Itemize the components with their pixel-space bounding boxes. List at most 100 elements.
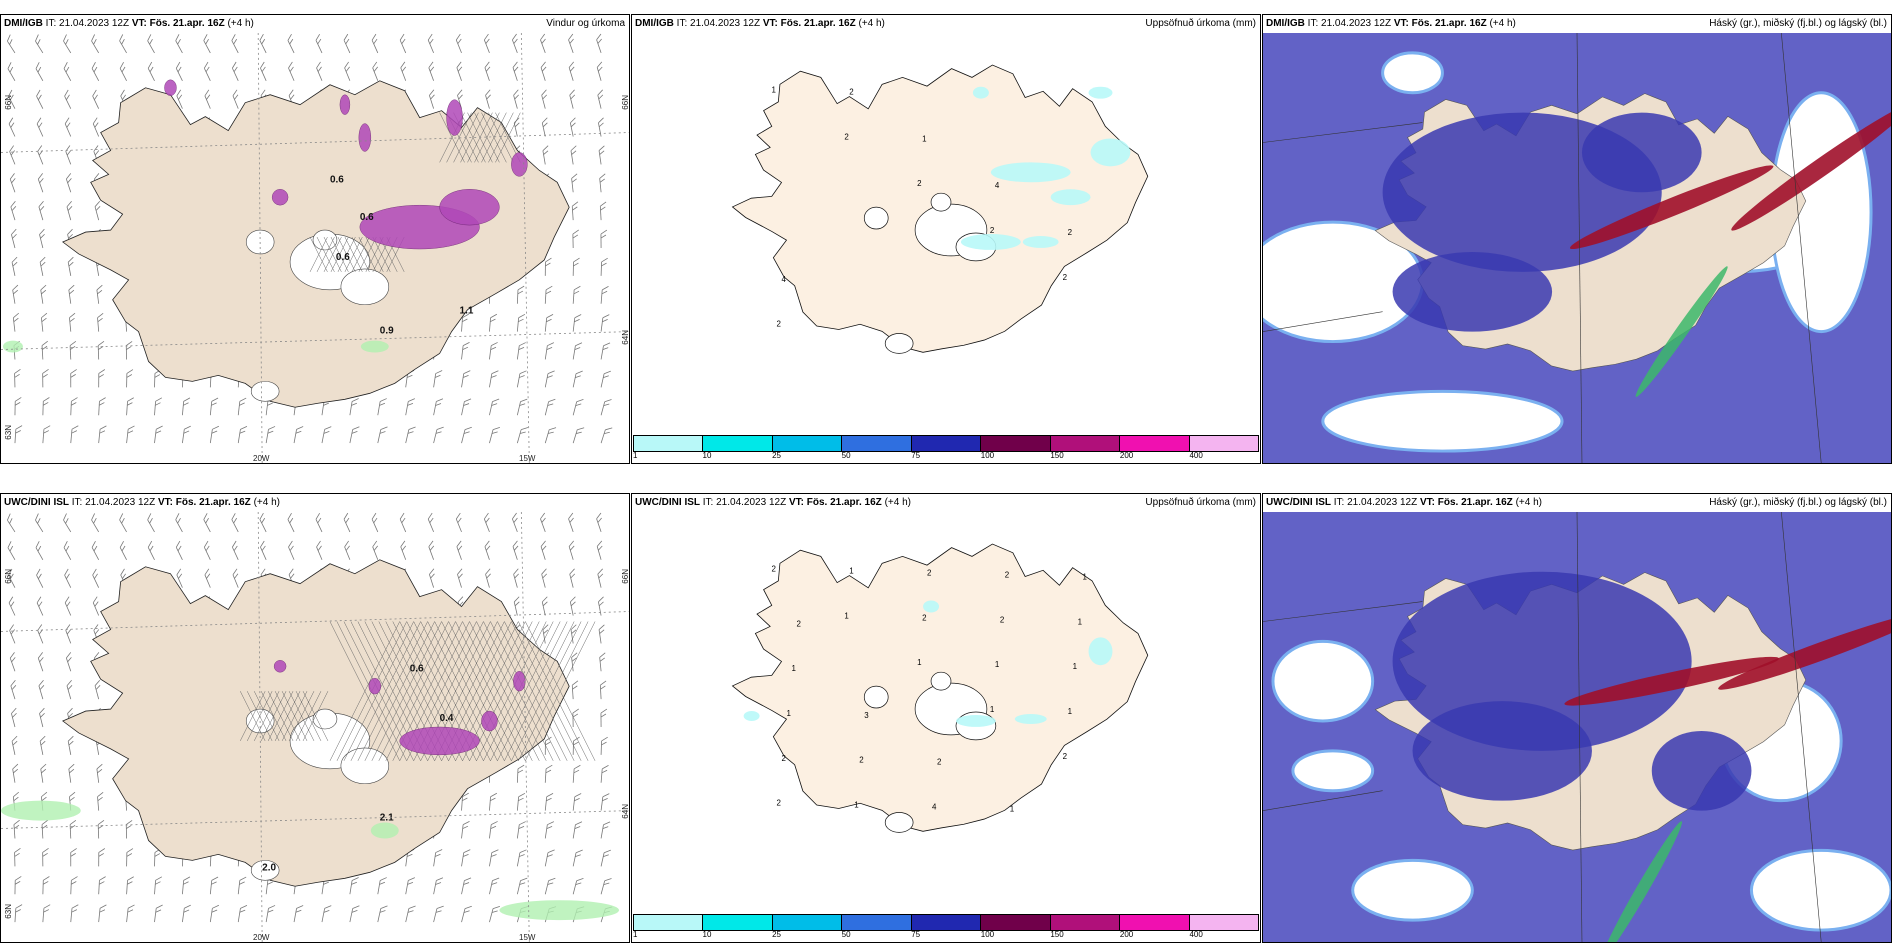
glacier (250, 381, 280, 402)
wind-barb (10, 679, 17, 700)
precip-map: 1 2 2 2 2 2 2 1 4 2 4 (632, 33, 1260, 435)
wind-barb (572, 398, 584, 416)
wind-barb (544, 793, 554, 811)
wind-barb (7, 541, 16, 560)
legend-tick: 100 (980, 451, 995, 460)
precip-areas (960, 86, 1131, 250)
wind-barb (570, 624, 577, 644)
wind-barb (429, 568, 435, 588)
wind-barb (540, 61, 547, 81)
wind-barb (571, 173, 578, 193)
wind-barb (204, 89, 211, 109)
precip-value: 0.6 (330, 174, 344, 185)
legend-tick: 100 (980, 930, 995, 939)
wind-barb (344, 540, 351, 560)
wind-barb (600, 793, 610, 811)
legend-swatch (911, 436, 982, 451)
legend-swatches (633, 435, 1259, 452)
precip-value: 3 (864, 711, 869, 720)
wind-barb (600, 257, 608, 276)
precip-value: 2 (777, 320, 782, 329)
precip-value: 1 (1068, 707, 1073, 716)
wind-barb (68, 284, 75, 304)
wind-barb (512, 512, 518, 533)
wind-barb (8, 596, 16, 616)
wind-barb (377, 905, 388, 923)
legend-swatch (703, 915, 773, 930)
wind-barb (544, 285, 553, 304)
wind-barb (38, 200, 45, 221)
wind-barb (175, 540, 183, 560)
panel-precip-bottom: UWC/DINI ISL IT: 21.04.2023 12Z VT: Fös.… (631, 493, 1261, 943)
clear-sky (1351, 858, 1474, 922)
wind-barb (540, 540, 547, 560)
precip-area (271, 189, 289, 206)
precip-area (439, 189, 500, 226)
wind-barb (126, 397, 134, 416)
wind-barb (516, 313, 526, 332)
wind-barb (321, 426, 332, 444)
panel-header: DMI/IGB IT: 21.04.2023 12Z VT: Fös. 21.a… (1263, 15, 1891, 33)
wind-barb (433, 849, 443, 867)
wind-barb (315, 33, 323, 54)
wind-barb (92, 117, 100, 137)
wind-barb (599, 680, 607, 700)
wind-barb (287, 33, 295, 54)
wind-barb (568, 33, 574, 54)
low-cloud (1382, 112, 1702, 332)
panel-header: DMI/IGB IT: 21.04.2023 12Z VT: Fös. 21.a… (1, 15, 629, 33)
precip-area (446, 99, 463, 136)
panel-title: Uppsöfnuð úrkoma (mm) (1145, 18, 1256, 29)
wind-map: 0.6 0.4 2.1 2.0 (1, 512, 629, 942)
wind-barb (569, 568, 576, 588)
glacier (250, 860, 280, 881)
wind-barb (600, 370, 611, 388)
precip-area (923, 600, 940, 613)
wind-barb (97, 791, 104, 811)
wind-barb (516, 821, 526, 839)
legend-swatch (842, 436, 912, 451)
wind-barb (541, 117, 548, 137)
wind-barb (349, 426, 360, 444)
legend-swatch (634, 436, 704, 451)
wind-barb (433, 877, 444, 895)
precip-value: 2.0 (262, 862, 276, 873)
wind-barb (182, 425, 191, 444)
legend-swatch (981, 915, 1051, 930)
lat-label: 64N (621, 330, 630, 345)
wind-barb (176, 89, 183, 109)
precip-value: 4 (932, 803, 937, 812)
panel-cloud-top: DMI/IGB IT: 21.04.2023 12Z VT: Fös. 21.a… (1262, 14, 1892, 464)
wind-barb (455, 512, 462, 533)
panel-title: Uppsöfnuð úrkoma (mm) (1145, 497, 1256, 508)
wind-barb (600, 314, 610, 332)
wind-barb (372, 61, 379, 81)
wind-barb (96, 763, 103, 783)
wind-barb (484, 61, 491, 81)
wind-barb (598, 596, 604, 616)
precip-area-light (1, 800, 81, 821)
wind-barb (544, 370, 555, 388)
wind-barb (544, 257, 552, 276)
wind-barb (433, 370, 443, 388)
wind-barb (8, 89, 16, 109)
precip-area-light (2, 340, 23, 353)
precip-value: 2 (849, 88, 854, 97)
legend-tick: 25 (772, 930, 782, 939)
wind-barb (232, 61, 239, 81)
legend-swatch (772, 915, 843, 930)
wind-barb (512, 540, 519, 560)
wind-barb (568, 540, 575, 560)
wind-barb (119, 540, 127, 560)
precip-value: 0.9 (380, 326, 394, 337)
precip-value: 2 (1068, 228, 1073, 237)
precip-value: 1 (854, 801, 859, 810)
precip-value: 2 (922, 613, 927, 622)
high-cloud-area (1569, 165, 1774, 250)
wind-barb (596, 512, 602, 533)
glacier (312, 229, 338, 251)
wind-barb (599, 173, 606, 193)
wind-barb (321, 905, 332, 923)
wind-barb (433, 905, 444, 923)
clear-sky (1381, 51, 1444, 95)
